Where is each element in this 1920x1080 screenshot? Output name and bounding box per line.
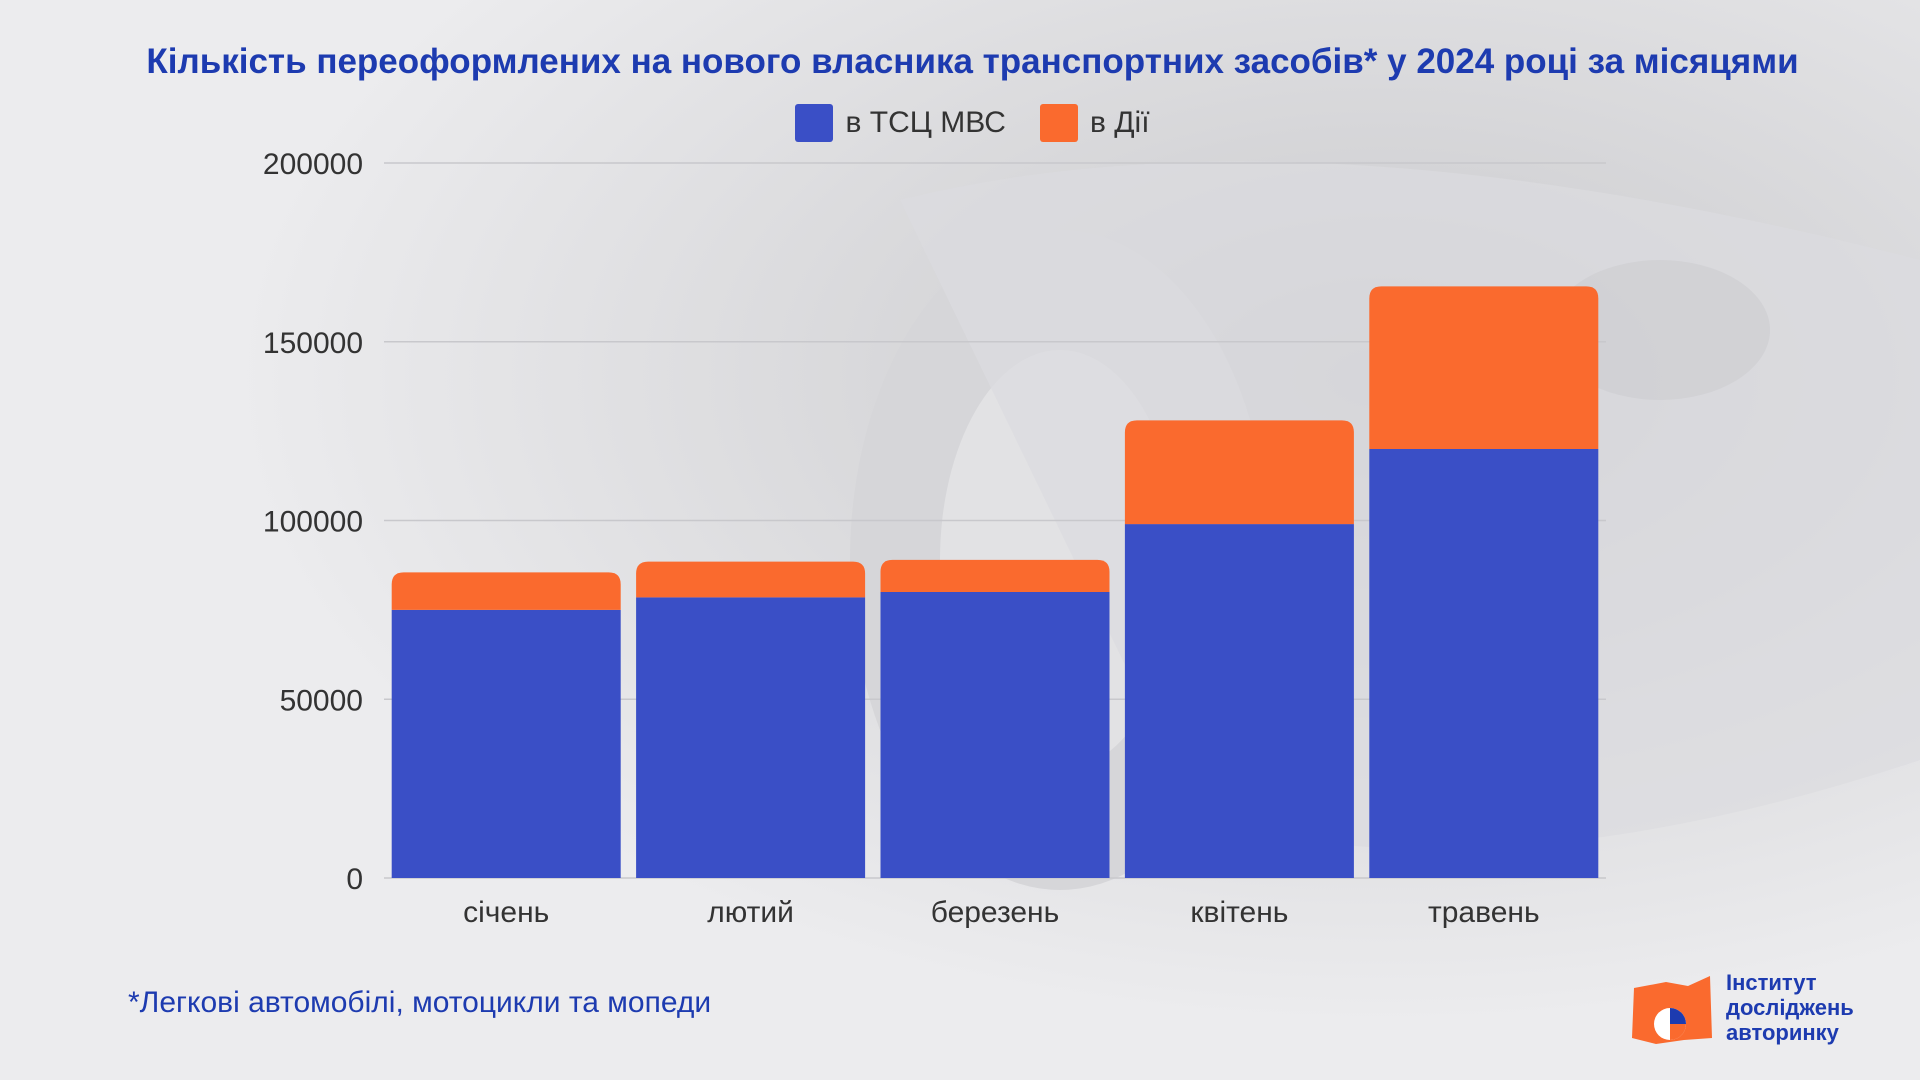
legend-item-mvs: в ТСЦ МВС [795,104,1006,142]
legend-swatch-mvs [795,104,834,142]
y-tick-label: 150000 [263,327,363,360]
bar-mvs-1 [391,609,621,878]
logo-line-2: досліджень [1726,995,1854,1020]
x-tick-label: квітень [1190,896,1288,929]
x-tick-label: травень [1428,896,1540,929]
bar-diia-1 [391,572,621,610]
chart-title: Кількість переоформлених на нового власн… [146,42,1799,81]
bar-mvs-4 [1124,524,1354,878]
bar-diia-2 [636,561,866,598]
bar-diia-3 [880,559,1110,592]
logo-line-3: авторинку [1726,1020,1839,1045]
bar-mvs-3 [880,592,1110,878]
legend-label-mvs: в ТСЦ МВС [845,106,1006,139]
x-tick-label: лютий [707,896,794,929]
footnote: *Легкові автомобілі, мотоцикли та мопеди [128,986,712,1019]
logo-text: Інститут досліджень авторинку [1726,970,1854,1045]
y-tick-label: 50000 [280,684,363,717]
legend-label-diia: в Дії [1089,106,1150,139]
legend-item-diia: в Дії [1039,104,1150,142]
bar-mvs-2 [636,597,866,878]
logo-icon [1632,976,1712,1044]
chart-legend: в ТСЦ МВС в Дії [0,104,1920,142]
x-tick-label: січень [463,896,549,929]
legend-swatch-diia [1039,104,1078,142]
bar-diia-5 [1369,286,1599,449]
y-tick-label: 0 [346,863,363,896]
bar-diia-4 [1124,420,1354,525]
y-tick-label: 100000 [263,506,363,539]
logo-line-1: Інститут [1726,970,1817,995]
x-tick-label: березень [931,896,1060,929]
y-tick-label: 200000 [263,148,363,181]
bar-mvs-5 [1369,449,1599,878]
